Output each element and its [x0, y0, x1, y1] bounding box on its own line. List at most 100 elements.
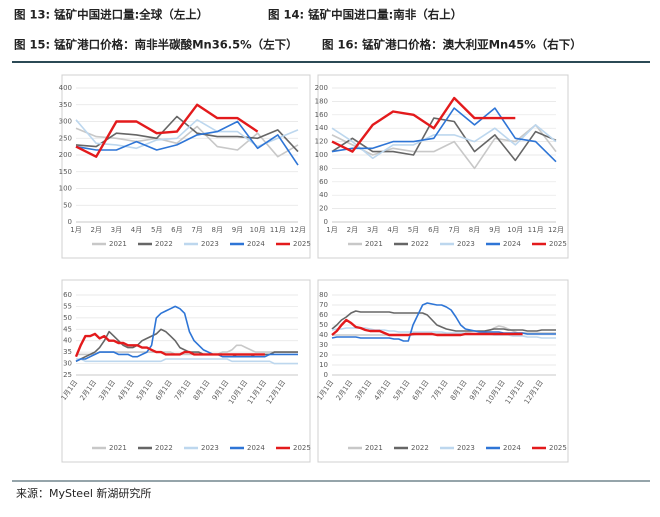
legend-label: 2022	[155, 444, 173, 452]
y-tick-label: 60	[63, 291, 72, 299]
series-line	[75, 103, 259, 158]
x-tick-label: 11月	[528, 226, 544, 234]
y-tick-label: 30	[63, 360, 72, 368]
y-tick-label: 70	[319, 301, 328, 309]
x-tick-label: 11月	[270, 226, 286, 234]
y-tick-label: 60	[319, 311, 328, 319]
y-tick-label: 100	[59, 185, 72, 193]
legend-label: 2023	[201, 240, 219, 248]
y-tick-label: 20	[319, 205, 328, 213]
y-tick-label: 50	[63, 314, 72, 322]
x-tick-label: 2月	[90, 226, 101, 234]
x-tick-label: 4月	[131, 226, 142, 234]
legend-label: 2022	[155, 240, 173, 248]
x-tick-label: 12月	[548, 226, 564, 234]
y-tick-label: 30	[319, 341, 328, 349]
y-tick-label: 25	[63, 371, 72, 379]
x-tick-label: 7月	[448, 226, 459, 234]
x-tick-label: 4月	[387, 226, 398, 234]
legend-label: 2021	[109, 444, 127, 452]
y-tick-label: 20	[319, 351, 328, 359]
figure-title: 图 13: 锰矿中国进口量:全球（左上）	[14, 8, 208, 22]
y-tick-label: 200	[315, 84, 328, 92]
x-tick-label: 3月	[367, 226, 378, 234]
series-line	[74, 332, 265, 358]
y-tick-label: 250	[59, 134, 72, 142]
legend-label: 2024	[247, 444, 265, 452]
x-tick-label: 8月	[212, 226, 223, 234]
y-tick-label: 0	[68, 218, 72, 226]
y-tick-label: 35	[63, 348, 72, 356]
legend-label: 2022	[411, 240, 429, 248]
x-tick-label: 3月	[111, 226, 122, 234]
source: 来源：MySteel 新湖研究所	[16, 486, 151, 500]
y-tick-label: 55	[63, 302, 72, 310]
legend-label: 2021	[109, 240, 127, 248]
x-tick-label: 9月	[489, 226, 500, 234]
y-tick-label: 200	[59, 151, 72, 159]
x-tick-label: 8月	[469, 226, 480, 234]
y-tick-label: 350	[59, 101, 72, 109]
x-tick-label: 2月	[347, 226, 358, 234]
y-tick-label: 80	[319, 291, 328, 299]
x-tick-label: 12月	[290, 226, 306, 234]
legend-label: 2024	[247, 240, 265, 248]
legend-label: 2023	[457, 444, 475, 452]
y-tick-label: 160	[315, 111, 328, 119]
x-tick-label: 5月	[151, 226, 162, 234]
series-line	[331, 310, 556, 332]
chart-frame	[61, 74, 311, 259]
series-line	[75, 305, 298, 363]
figure-title: 图 15: 锰矿港口价格：南非半碳酸Mn36.5%（左下）	[14, 38, 298, 52]
series-line	[331, 327, 556, 339]
x-tick-label: 9月	[232, 226, 243, 234]
y-tick-label: 0	[324, 371, 328, 379]
series-line	[75, 120, 299, 166]
series-line	[331, 107, 557, 163]
legend-label: 2025	[549, 240, 567, 248]
y-tick-label: 10	[319, 361, 328, 369]
legend-label: 2022	[411, 444, 429, 452]
legend-label: 2025	[293, 240, 311, 248]
legend-label: 2025	[293, 444, 311, 452]
y-tick-label: 120	[315, 138, 328, 146]
x-tick-label: 10月	[250, 226, 266, 234]
y-tick-label: 60	[319, 178, 328, 186]
y-tick-label: 40	[319, 331, 328, 339]
series-line	[331, 117, 557, 162]
x-tick-label: 1月	[326, 226, 337, 234]
series-line	[331, 124, 557, 160]
y-tick-label: 40	[319, 191, 328, 199]
chart-frame	[61, 279, 311, 463]
y-tick-label: 150	[59, 168, 72, 176]
legend-label: 2024	[503, 444, 521, 452]
legend-label: 2025	[549, 444, 567, 452]
x-tick-label: 1月	[70, 226, 81, 234]
y-tick-label: 50	[319, 321, 328, 329]
series-line	[331, 96, 516, 153]
legend-label: 2023	[457, 240, 475, 248]
x-tick-label: 6月	[171, 226, 182, 234]
legend-label: 2023	[201, 444, 219, 452]
y-tick-label: 80	[319, 164, 328, 172]
figure-title: 图 16: 锰矿港口价格：澳大利亚Mn45%（右下）	[322, 38, 582, 52]
x-tick-label: 7月	[191, 226, 202, 234]
y-tick-label: 45	[63, 325, 72, 333]
y-tick-label: 50	[63, 201, 72, 209]
series-line	[75, 115, 299, 153]
series-line	[76, 358, 298, 365]
x-tick-label: 10月	[507, 226, 523, 234]
chart-frame	[317, 74, 569, 259]
series-line	[331, 318, 523, 337]
y-tick-label: 40	[63, 337, 72, 345]
x-tick-label: 5月	[408, 226, 419, 234]
figure-title: 图 14: 锰矿中国进口量:南非（右上）	[268, 8, 462, 22]
y-tick-label: 180	[315, 97, 328, 105]
legend-label: 2024	[503, 240, 521, 248]
y-tick-label: 100	[315, 151, 328, 159]
y-tick-label: 140	[315, 124, 328, 132]
y-tick-label: 300	[59, 118, 72, 126]
y-tick-label: 400	[59, 84, 72, 92]
legend-label: 2021	[365, 444, 383, 452]
